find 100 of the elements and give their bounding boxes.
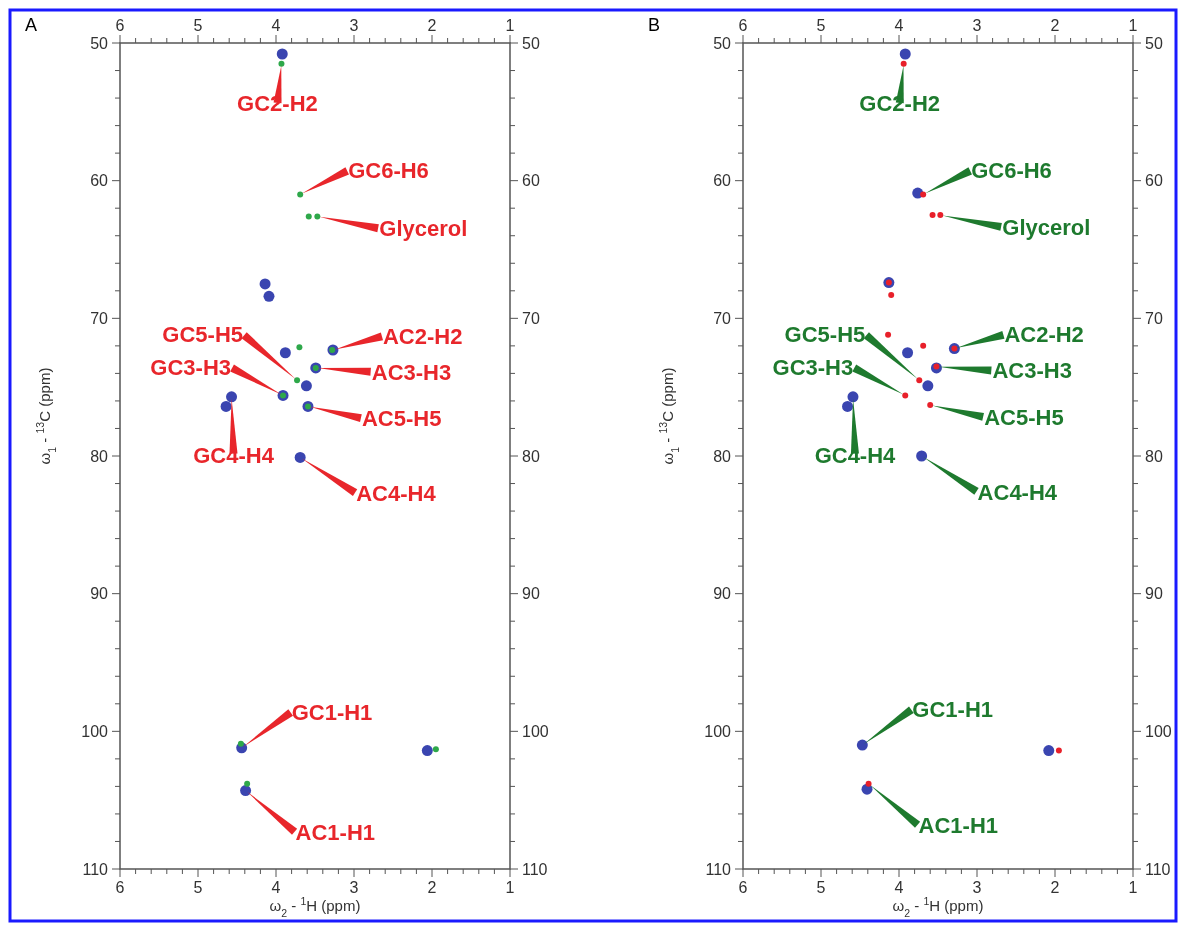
chart-title: A <box>25 15 38 35</box>
x-tick-label: 6 <box>738 17 748 34</box>
y2-tick-label: 110 <box>1145 860 1171 878</box>
annotation: GC3-H3 <box>150 355 232 381</box>
point <box>314 213 321 220</box>
annotation: Glycerol <box>379 216 468 242</box>
point <box>220 400 232 412</box>
x-tick-label: 2 <box>427 17 437 34</box>
point <box>237 740 244 747</box>
y2-tick-label: 60 <box>1145 172 1163 190</box>
x-tick-label: 4 <box>894 17 904 34</box>
y2-tick-label: 80 <box>1145 447 1163 465</box>
y-tick-label: 50 <box>90 34 109 52</box>
chart-title: B <box>648 15 661 35</box>
point <box>294 451 306 463</box>
point <box>927 402 934 409</box>
point <box>899 48 911 60</box>
point <box>1043 745 1055 757</box>
y-tick-label: 80 <box>90 447 109 465</box>
y2-tick-label: 90 <box>1145 585 1163 603</box>
x2-tick-label: 3 <box>349 879 359 896</box>
point <box>263 290 275 302</box>
x-tick-label: 1 <box>505 17 515 34</box>
point <box>916 377 923 384</box>
x-tick-label: 2 <box>1050 17 1060 34</box>
x2-tick-label: 5 <box>816 879 826 896</box>
point <box>294 377 301 384</box>
y2-tick-label: 90 <box>522 585 540 603</box>
annotation: AC1-H1 <box>295 820 376 846</box>
x2-tick-label: 3 <box>972 879 982 896</box>
annotation: AC4-H4 <box>356 481 437 507</box>
point <box>279 347 291 359</box>
point <box>421 745 433 757</box>
y2-tick-label: 60 <box>522 172 540 190</box>
point <box>240 785 252 797</box>
point <box>244 780 251 787</box>
point <box>920 342 927 349</box>
y-tick-label: 80 <box>713 447 732 465</box>
annotation: AC4-H4 <box>977 479 1058 505</box>
x-tick-label: 1 <box>1128 17 1138 34</box>
x-tick-label: 3 <box>349 17 359 34</box>
point <box>296 344 303 351</box>
x-axis-title: ω$_{2}$ - $^{1}$H (ppm) <box>269 895 361 919</box>
y2-tick-label: 50 <box>522 34 540 52</box>
x2-tick-label: 1 <box>1128 879 1138 896</box>
y2-tick-label: 80 <box>522 447 540 465</box>
y-tick-label: 110 <box>82 860 109 878</box>
point <box>278 60 285 67</box>
y-tick-label: 100 <box>81 722 109 740</box>
y2-tick-label: 100 <box>1145 722 1172 740</box>
y2-tick-label: 110 <box>522 860 548 878</box>
point <box>888 291 895 298</box>
y-tick-label: 100 <box>704 722 732 740</box>
x2-tick-label: 1 <box>505 879 515 896</box>
y-tick-label: 110 <box>705 860 732 878</box>
annotation: GC5-H5 <box>162 321 244 347</box>
annotation: GC1-H1 <box>291 699 373 725</box>
annotation: GC6-H6 <box>971 158 1052 184</box>
point <box>902 347 914 359</box>
y-tick-label: 90 <box>90 585 109 603</box>
annotation: AC5-H5 <box>984 404 1064 430</box>
point <box>916 450 928 462</box>
point <box>920 191 927 198</box>
annotation: AC1-H1 <box>918 813 999 839</box>
y-tick-label: 60 <box>713 172 732 190</box>
y-tick-label: 50 <box>713 34 732 52</box>
point <box>842 400 854 412</box>
x2-tick-label: 4 <box>271 879 281 896</box>
x2-tick-label: 2 <box>1050 879 1060 896</box>
annotation: AC3-H3 <box>371 359 452 385</box>
point <box>226 391 238 403</box>
x2-tick-label: 5 <box>193 879 203 896</box>
point <box>297 191 304 198</box>
annotation: GC4-H4 <box>193 442 275 468</box>
point <box>276 48 288 60</box>
x-tick-label: 3 <box>972 17 982 34</box>
annotation: GC4-H4 <box>814 442 897 468</box>
annotation: Glycerol <box>1002 214 1091 240</box>
x-tick-label: 4 <box>271 17 281 34</box>
y2-tick-label: 50 <box>1145 34 1163 52</box>
x2-tick-label: 4 <box>894 879 904 896</box>
point <box>259 278 271 290</box>
point <box>900 60 907 67</box>
annotation: GC1-H1 <box>912 696 994 722</box>
y-tick-label: 70 <box>713 309 732 327</box>
point <box>1055 747 1062 754</box>
point <box>432 746 439 753</box>
point <box>937 212 944 219</box>
y2-tick-label: 70 <box>1145 309 1163 327</box>
y2-tick-label: 70 <box>522 309 540 327</box>
annotation: AC2-H2 <box>1004 322 1084 348</box>
x-axis-title: ω$_{2}$ - $^{1}$H (ppm) <box>892 895 984 919</box>
point <box>305 213 312 220</box>
x-tick-label: 6 <box>115 17 125 34</box>
y-tick-label: 90 <box>713 585 732 603</box>
point <box>847 391 859 403</box>
x-tick-label: 5 <box>816 17 826 34</box>
annotation: AC5-H5 <box>361 406 442 432</box>
y-tick-label: 70 <box>90 309 109 327</box>
x2-tick-label: 6 <box>738 879 748 896</box>
